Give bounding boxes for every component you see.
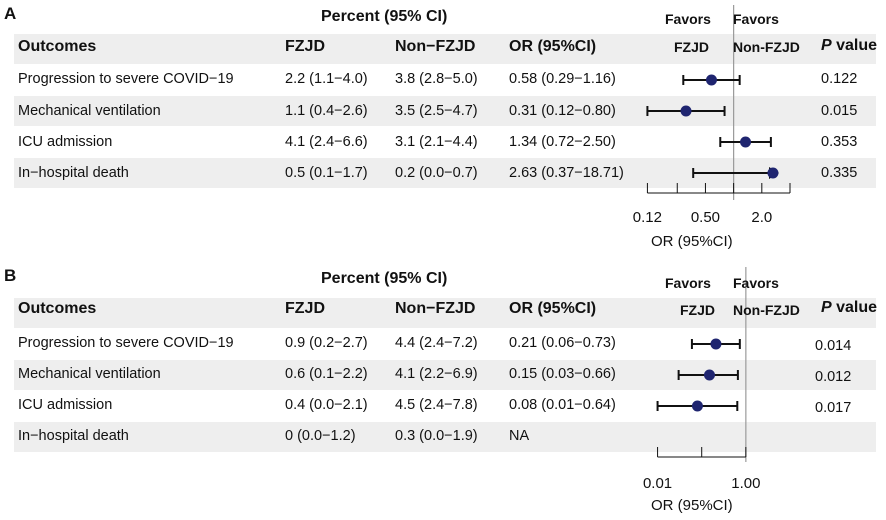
header-band bbox=[14, 298, 876, 328]
x-axis-title: OR (95%CI) bbox=[651, 233, 733, 250]
or-point bbox=[710, 338, 722, 350]
forest-panel-b: 0.01 1.00 B Percent (95% CI) Favors Favor… bbox=[0, 262, 886, 520]
or-point bbox=[740, 136, 752, 148]
panel-label: A bbox=[4, 4, 17, 23]
panel-label: B bbox=[4, 266, 17, 285]
favors-right-line2: Non-FZJD bbox=[733, 39, 800, 55]
col-header-non-fzjd: Non−FZJD bbox=[395, 300, 476, 317]
p-italic: P bbox=[821, 37, 832, 54]
col-header-outcomes: Outcomes bbox=[18, 38, 97, 55]
row-or: 1.34 (0.72−2.50) bbox=[509, 134, 616, 150]
col-header-or: OR (95%CI) bbox=[509, 300, 597, 317]
row-p-value: 0.353 bbox=[821, 134, 858, 150]
row-outcome: Progression to severe COVID−19 bbox=[18, 71, 234, 87]
favors-left-line1: Favors bbox=[665, 275, 711, 291]
row-non-fzjd: 4.1 (2.2−6.9) bbox=[395, 366, 478, 382]
favors-left-line2: FZJD bbox=[674, 39, 709, 55]
row-band bbox=[14, 96, 876, 126]
row-or: 0.08 (0.01−0.64) bbox=[509, 397, 616, 413]
col-header-or: OR (95%CI) bbox=[509, 38, 597, 55]
row-non-fzjd: 3.5 (2.5−4.7) bbox=[395, 103, 478, 119]
row-outcome: Mechanical ventilation bbox=[18, 103, 161, 119]
row-fzjd: 1.1 (0.4−2.6) bbox=[285, 103, 368, 119]
row-fzjd: 2.2 (1.1−4.0) bbox=[285, 71, 368, 87]
row-or: 0.58 (0.29−1.16) bbox=[509, 71, 616, 87]
or-point bbox=[705, 74, 717, 86]
col-header-non-fzjd: Non−FZJD bbox=[395, 38, 476, 55]
row-non-fzjd: 3.8 (2.8−5.0) bbox=[395, 71, 478, 87]
row-fzjd: 4.1 (2.4−6.6) bbox=[285, 134, 368, 150]
x-axis-title: OR (95%CI) bbox=[651, 497, 733, 514]
row-p-value: 0.012 bbox=[815, 369, 852, 385]
row-non-fzjd: 4.5 (2.4−7.8) bbox=[395, 397, 478, 413]
x-tick-label: 0.50 bbox=[691, 209, 720, 226]
row-or: 0.15 (0.03−0.66) bbox=[509, 366, 616, 382]
row-non-fzjd: 4.4 (2.4−7.2) bbox=[395, 335, 478, 351]
row-outcome: In−hospital death bbox=[18, 428, 129, 444]
x-tick-label: 0.12 bbox=[633, 209, 662, 226]
p-suffix: value bbox=[836, 299, 878, 316]
row-band bbox=[14, 422, 876, 452]
or-point bbox=[767, 167, 779, 179]
favors-right-line1: Favors bbox=[733, 11, 779, 27]
col-header-p-value: P value bbox=[821, 300, 877, 316]
row-or: 0.31 (0.12−0.80) bbox=[509, 103, 616, 119]
p-suffix: value bbox=[836, 37, 878, 54]
row-p-value: 0.017 bbox=[815, 400, 852, 416]
forest-plot-b: 0.01 1.00 bbox=[14, 267, 876, 492]
row-outcome: In−hospital death bbox=[18, 165, 129, 181]
favors-left-line1: Favors bbox=[665, 11, 711, 27]
or-point bbox=[703, 369, 715, 381]
row-p-value: 0.122 bbox=[821, 71, 858, 87]
row-p-value: 0.014 bbox=[815, 338, 852, 354]
percent-ci-title: Percent (95% CI) bbox=[321, 270, 448, 287]
p-italic: P bbox=[821, 299, 832, 316]
row-or: 2.63 (0.37−18.71) bbox=[509, 165, 624, 181]
col-header-p-value: P value bbox=[821, 38, 877, 54]
row-fzjd: 0.4 (0.0−2.1) bbox=[285, 397, 368, 413]
row-fzjd: 0.6 (0.1−2.2) bbox=[285, 366, 368, 382]
favors-right-line1: Favors bbox=[733, 275, 779, 291]
row-or: NA bbox=[509, 428, 530, 444]
x-tick-label: 1.00 bbox=[731, 475, 760, 492]
row-p-value: 0.015 bbox=[821, 103, 858, 119]
x-tick-label: 2.0 bbox=[751, 209, 772, 226]
forest-plot-a: 0.12 0.50 2.0 bbox=[14, 5, 876, 226]
row-fzjd: 0.9 (0.2−2.7) bbox=[285, 335, 368, 351]
col-header-outcomes: Outcomes bbox=[18, 300, 97, 317]
row-or: 0.21 (0.06−0.73) bbox=[509, 335, 616, 351]
row-outcome: Progression to severe COVID−19 bbox=[18, 335, 234, 351]
row-non-fzjd: 0.3 (0.0−1.9) bbox=[395, 428, 478, 444]
row-fzjd: 0.5 (0.1−1.7) bbox=[285, 165, 368, 181]
row-p-value: 0.335 bbox=[821, 165, 858, 181]
row-non-fzjd: 3.1 (2.1−4.4) bbox=[395, 134, 478, 150]
row-outcome: ICU admission bbox=[18, 134, 113, 150]
or-point bbox=[691, 400, 703, 412]
favors-right-line2: Non-FZJD bbox=[733, 302, 800, 318]
forest-panel-a: 0.12 0.50 2.0 A Percent (95% CI) Favors Fa… bbox=[0, 0, 886, 258]
col-header-fzjd: FZJD bbox=[285, 300, 325, 317]
x-tick-label: 0.01 bbox=[643, 475, 672, 492]
or-point bbox=[680, 105, 692, 117]
row-outcome: ICU admission bbox=[18, 397, 113, 413]
col-header-fzjd: FZJD bbox=[285, 38, 325, 55]
header-band bbox=[14, 34, 876, 64]
row-fzjd: 0 (0.0−1.2) bbox=[285, 428, 356, 444]
row-outcome: Mechanical ventilation bbox=[18, 366, 161, 382]
percent-ci-title: Percent (95% CI) bbox=[321, 8, 448, 25]
row-non-fzjd: 0.2 (0.0−0.7) bbox=[395, 165, 478, 181]
favors-left-line2: FZJD bbox=[680, 302, 715, 318]
